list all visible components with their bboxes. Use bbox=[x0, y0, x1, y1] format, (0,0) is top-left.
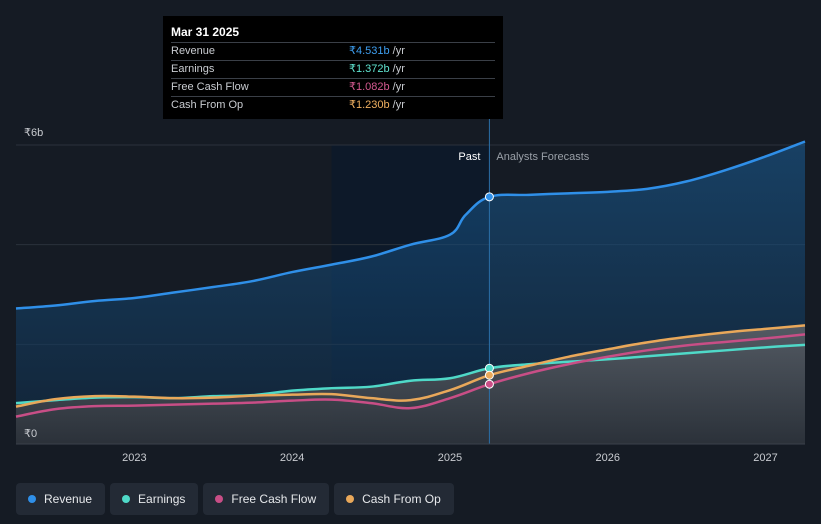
legend-label: Earnings bbox=[138, 492, 186, 506]
x-tick-label: 2026 bbox=[596, 452, 620, 464]
legend-item-cash-from-op[interactable]: Cash From Op bbox=[334, 483, 454, 515]
legend-label: Revenue bbox=[44, 492, 93, 506]
tooltip-unit: /yr bbox=[392, 45, 405, 57]
forecast-label: Analysts Forecasts bbox=[496, 151, 589, 163]
cash-from-op-line bbox=[15, 324, 806, 408]
tooltip-row-earnings: Earnings ₹1.372b /yr bbox=[171, 60, 495, 78]
circle-icon bbox=[28, 495, 36, 503]
circle-icon bbox=[346, 495, 355, 503]
tooltip-unit: /yr bbox=[392, 63, 405, 75]
tooltip-value: ₹1.372b bbox=[349, 63, 390, 75]
tooltip-label: Free Cash Flow bbox=[171, 81, 249, 93]
circle-icon bbox=[215, 495, 224, 503]
circle-icon bbox=[122, 495, 131, 503]
legend-label: Cash From Op bbox=[362, 492, 441, 506]
cash-from-op-marker bbox=[484, 370, 494, 380]
tooltip-row-cash-from-op: Cash From Op ₹1.230b /yr bbox=[171, 96, 495, 114]
legend-item-earnings[interactable]: Earnings bbox=[110, 483, 199, 515]
tooltip-row-free-cash-flow: Free Cash Flow ₹1.082b /yr bbox=[171, 78, 495, 96]
tooltip-label: Revenue bbox=[171, 45, 216, 57]
series-lines bbox=[15, 140, 806, 418]
legend-item-revenue[interactable]: Revenue bbox=[16, 483, 106, 515]
x-tick-label: 2023 bbox=[122, 452, 146, 464]
tooltip-label: Cash From Op bbox=[171, 99, 244, 111]
tooltip-value: ₹1.230b bbox=[349, 99, 390, 111]
legend-item-free-cash-flow[interactable]: Free Cash Flow bbox=[203, 483, 330, 515]
revenue-marker bbox=[484, 192, 494, 202]
legend-label: Free Cash Flow bbox=[231, 492, 317, 506]
x-tick-label: 2027 bbox=[753, 452, 777, 464]
revenue-line bbox=[15, 140, 806, 310]
axis-labels: ₹6b ₹0 2023 2024 2025 2026 2027 Past Analysts Fo… bbox=[16, 127, 805, 464]
x-tick-label: 2025 bbox=[438, 452, 462, 464]
series-areas bbox=[16, 141, 805, 445]
tooltip-date: Mar 31 2025 bbox=[171, 25, 240, 39]
free-cash-flow-line bbox=[15, 333, 806, 418]
tooltip-unit: /yr bbox=[392, 81, 405, 93]
legend: Revenue Earnings Free Cash Flow Cash Fro… bbox=[16, 483, 454, 515]
y-tick-label: ₹0 bbox=[24, 428, 37, 440]
tooltip-unit: /yr bbox=[392, 99, 405, 111]
free-cash-flow-marker bbox=[484, 379, 494, 389]
series-markers bbox=[484, 192, 494, 389]
y-tick-label: ₹6b bbox=[24, 127, 43, 139]
lower-series-area bbox=[16, 325, 805, 444]
x-tick-label: 2024 bbox=[280, 452, 304, 464]
tooltip-value: ₹1.082b bbox=[349, 81, 390, 93]
past-label: Past bbox=[458, 151, 480, 163]
tooltip-label: Earnings bbox=[171, 63, 215, 75]
tooltip-row-revenue: Revenue ₹4.531b /yr bbox=[171, 42, 495, 60]
tooltip: Mar 31 2025 Revenue ₹4.531b /yr Earnings… bbox=[163, 16, 503, 119]
tooltip-value: ₹4.531b bbox=[349, 45, 390, 57]
